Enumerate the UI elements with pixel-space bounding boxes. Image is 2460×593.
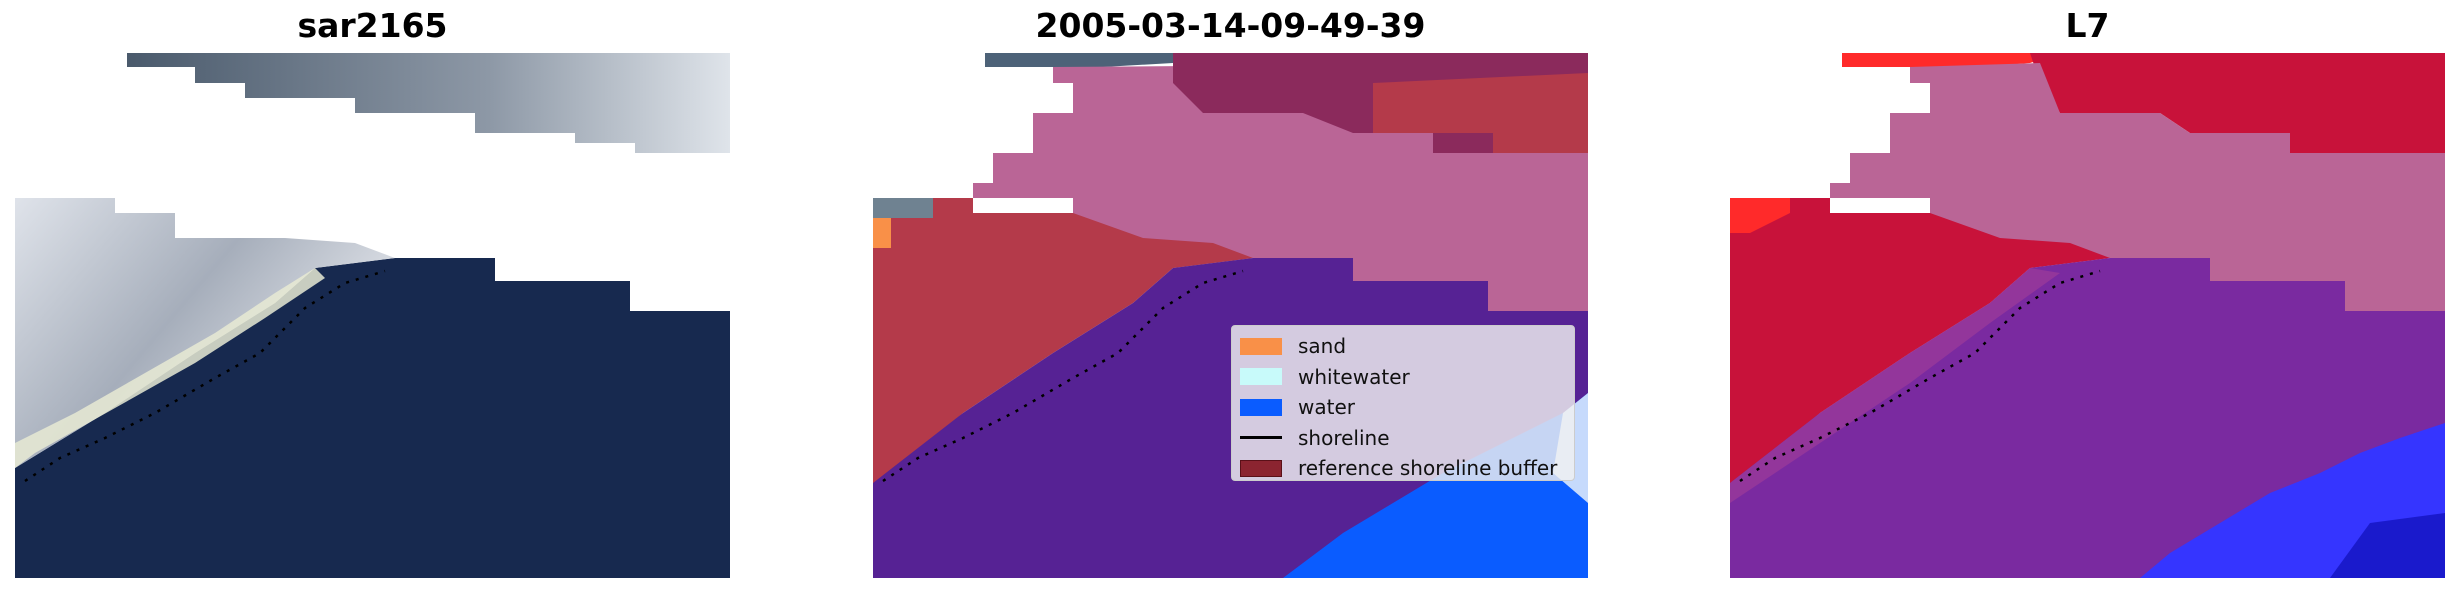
satellite-image	[15, 53, 730, 578]
buffer-land	[873, 198, 1253, 483]
grey-patch	[873, 198, 933, 218]
legend-swatch-water	[1240, 398, 1282, 416]
top-red-band	[1842, 53, 2060, 67]
panel-title-l7: L7	[2065, 6, 2110, 45]
legend-label: reference shoreline buffer	[1298, 456, 1558, 481]
legend-label: whitewater	[1298, 364, 1410, 389]
legend-label: sand	[1298, 334, 1347, 359]
top-cloud-band	[127, 53, 730, 153]
legend-label: shoreline	[1298, 425, 1390, 450]
legend-item-water: water	[1240, 392, 1566, 423]
classification-image	[873, 53, 1588, 578]
legend-swatch-whitewater	[1240, 368, 1282, 386]
ocean-area	[15, 258, 730, 578]
sea-mixed	[1730, 268, 2060, 503]
panel-title-classification: 2005-03-14-09-49-39	[1035, 6, 1426, 45]
panel-title-rgb: sar2165	[297, 6, 448, 45]
buffer-top-red	[1373, 73, 1588, 153]
l7-image	[1730, 53, 2445, 578]
blue-deep	[2330, 513, 2445, 578]
legend-item-buffer: reference shoreline buffer	[1240, 453, 1566, 484]
top-red-right	[2030, 53, 2445, 153]
legend-label: water	[1298, 395, 1355, 420]
legend: sand whitewater water shoreline referenc…	[1231, 325, 1575, 481]
coastal-bright-sand	[15, 268, 325, 468]
bright-red-corner	[1730, 198, 1790, 233]
red-land-zone	[1730, 198, 2110, 483]
legend-item-shoreline: shoreline	[1240, 423, 1566, 454]
legend-swatch-shoreline	[1240, 436, 1282, 440]
legend-item-sand: sand	[1240, 331, 1566, 362]
legend-swatch-sand	[1240, 337, 1282, 355]
legend-swatch-buffer	[1240, 459, 1282, 477]
legend-item-whitewater: whitewater	[1240, 362, 1566, 393]
